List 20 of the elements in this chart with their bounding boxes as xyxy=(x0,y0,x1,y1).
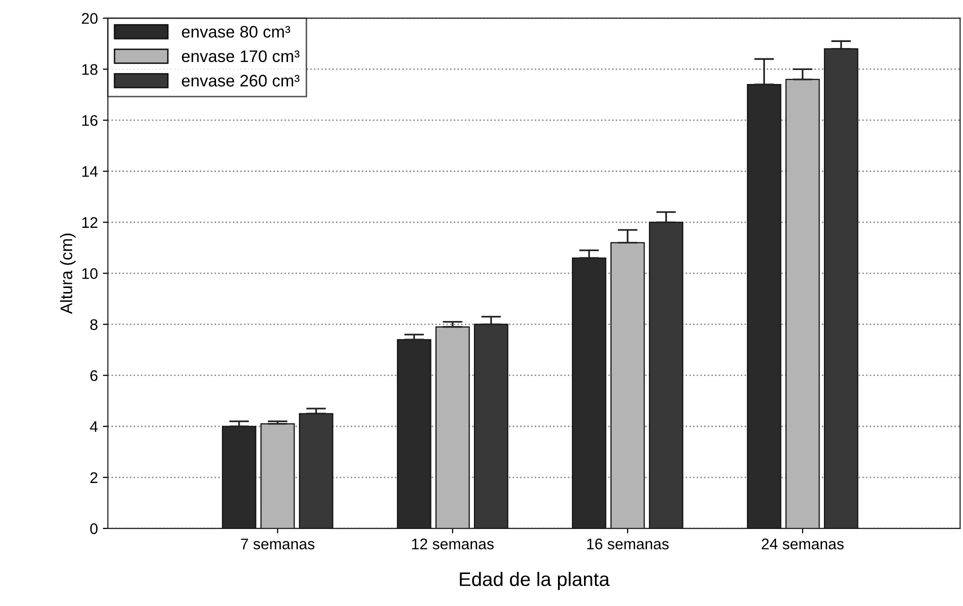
y-tick-label: 20 xyxy=(82,13,98,24)
y-tick-label: 10 xyxy=(82,268,98,279)
x-tick-label: 16 semanas xyxy=(587,538,669,550)
y-tick-label: 0 xyxy=(90,523,98,534)
y-tick-label: 18 xyxy=(82,64,98,75)
x-axis-title: Edad de la planta xyxy=(460,572,610,590)
y-tick-label: 12 xyxy=(82,217,98,228)
y-axis-title: Altura (cm) xyxy=(60,234,76,314)
legend-label: envase 260 cm³ xyxy=(182,74,300,87)
x-tick-label: 24 semanas xyxy=(762,538,844,550)
y-tick-label: 8 xyxy=(90,319,98,330)
legend-label: envase 170 cm³ xyxy=(182,50,300,62)
y-tick-label: 6 xyxy=(90,370,98,382)
legend-label: envase 80 cm³ xyxy=(182,26,290,38)
y-tick-label: 4 xyxy=(90,421,98,432)
x-tick-label: 7 semanas xyxy=(241,538,314,550)
y-tick-label: 16 xyxy=(82,115,98,126)
y-tick-label: 14 xyxy=(82,166,98,177)
x-tick-label: 12 semanas xyxy=(412,538,494,550)
y-tick-label: 2 xyxy=(90,472,98,483)
